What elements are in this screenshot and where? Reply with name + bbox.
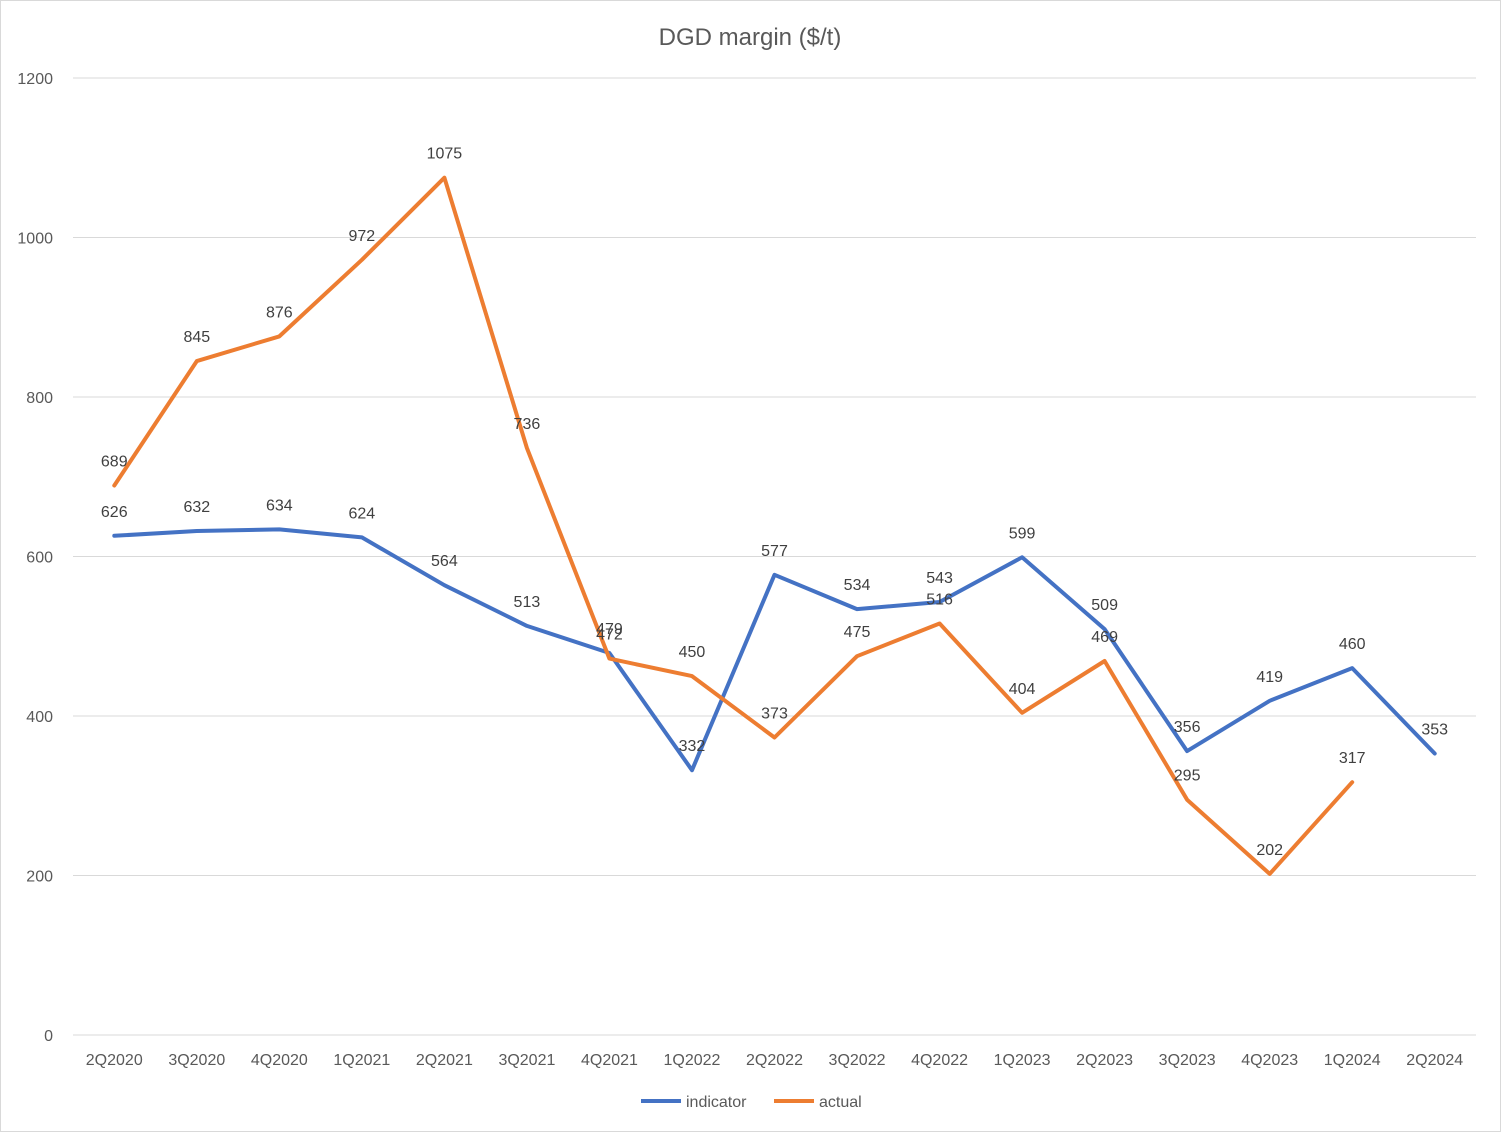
legend-label-indicator: indicator	[686, 1094, 747, 1111]
chart-title: DGD margin ($/t)	[659, 24, 842, 51]
data-label-indicator: 419	[1256, 669, 1283, 686]
series-line-actual	[112, 175, 1355, 876]
x-tick-label: 1Q2024	[1324, 1052, 1381, 1069]
data-label-actual: 516	[926, 591, 953, 608]
x-tick-label: 1Q2021	[333, 1052, 390, 1069]
data-label-indicator: 513	[514, 594, 541, 611]
x-tick-label: 3Q2023	[1159, 1052, 1216, 1069]
y-tick-label: 1200	[17, 71, 53, 88]
data-label-indicator: 543	[926, 570, 953, 587]
x-tick-label: 4Q2022	[911, 1052, 968, 1069]
x-tick-label: 2Q2024	[1406, 1052, 1463, 1069]
x-tick-label: 2Q2022	[746, 1052, 803, 1069]
data-label-indicator: 599	[1009, 525, 1036, 542]
data-label-actual: 845	[183, 329, 210, 346]
x-tick-label: 4Q2020	[251, 1052, 308, 1069]
data-label-actual: 469	[1091, 629, 1118, 646]
data-label-actual: 736	[514, 416, 541, 433]
data-label-actual: 317	[1339, 750, 1366, 767]
data-label-indicator: 577	[761, 543, 788, 560]
data-label-actual: 450	[679, 644, 706, 661]
series-line-indicator	[112, 527, 1437, 773]
x-tick-label: 1Q2022	[664, 1052, 721, 1069]
x-tick-label: 2Q2023	[1076, 1052, 1133, 1069]
x-tick-label: 3Q2020	[168, 1052, 225, 1069]
gridlines	[73, 77, 1476, 1036]
legend: indicator actual	[641, 1094, 862, 1111]
data-label-indicator: 332	[679, 738, 706, 755]
data-label-indicator: 626	[101, 504, 128, 521]
x-tick-label: 1Q2023	[994, 1052, 1051, 1069]
data-label-actual: 202	[1256, 842, 1283, 859]
data-label-actual: 1075	[427, 146, 463, 163]
x-tick-label: 4Q2021	[581, 1052, 638, 1069]
data-label-indicator: 632	[183, 499, 210, 516]
data-label-indicator: 353	[1421, 721, 1448, 738]
data-label-actual: 475	[844, 624, 871, 641]
y-tick-label: 800	[26, 390, 53, 407]
x-tick-label: 2Q2021	[416, 1052, 473, 1069]
data-label-actual: 689	[101, 454, 128, 471]
y-tick-label: 200	[26, 869, 53, 886]
data-label-indicator: 509	[1091, 597, 1118, 614]
x-tick-label: 2Q2020	[86, 1052, 143, 1069]
data-label-indicator: 356	[1174, 719, 1201, 736]
data-label-actual: 876	[266, 304, 293, 321]
series-lines	[112, 175, 1437, 876]
data-label-actual: 373	[761, 706, 788, 723]
data-label-indicator: 624	[349, 505, 376, 522]
x-tick-label: 3Q2022	[829, 1052, 886, 1069]
y-tick-label: 1000	[17, 231, 53, 248]
legend-label-actual: actual	[819, 1094, 862, 1111]
x-axis-ticks: 2Q2020 3Q2020 4Q2020 1Q2021 2Q2021 3Q2021 4Q20…	[86, 1052, 1464, 1069]
data-label-indicator: 534	[844, 577, 871, 594]
data-labels: 626 632 634 624 564 513 479 332 577 534 543 599 509 3…	[101, 146, 1448, 859]
y-axis-ticks: 0 200 400 600 800 1000 1200	[17, 71, 53, 1045]
data-label-indicator: 564	[431, 553, 458, 570]
data-label-actual: 972	[349, 228, 376, 245]
y-tick-label: 400	[26, 709, 53, 726]
y-tick-label: 600	[26, 550, 53, 567]
data-label-actual: 404	[1009, 681, 1036, 698]
y-tick-label: 0	[44, 1028, 53, 1045]
data-label-indicator: 479	[596, 621, 623, 638]
x-tick-label: 4Q2023	[1241, 1052, 1298, 1069]
data-label-actual: 295	[1174, 768, 1201, 785]
data-label-indicator: 634	[266, 497, 293, 514]
data-label-actual: 472	[596, 627, 623, 644]
x-tick-label: 3Q2021	[498, 1052, 555, 1069]
data-label-indicator: 460	[1339, 636, 1366, 653]
